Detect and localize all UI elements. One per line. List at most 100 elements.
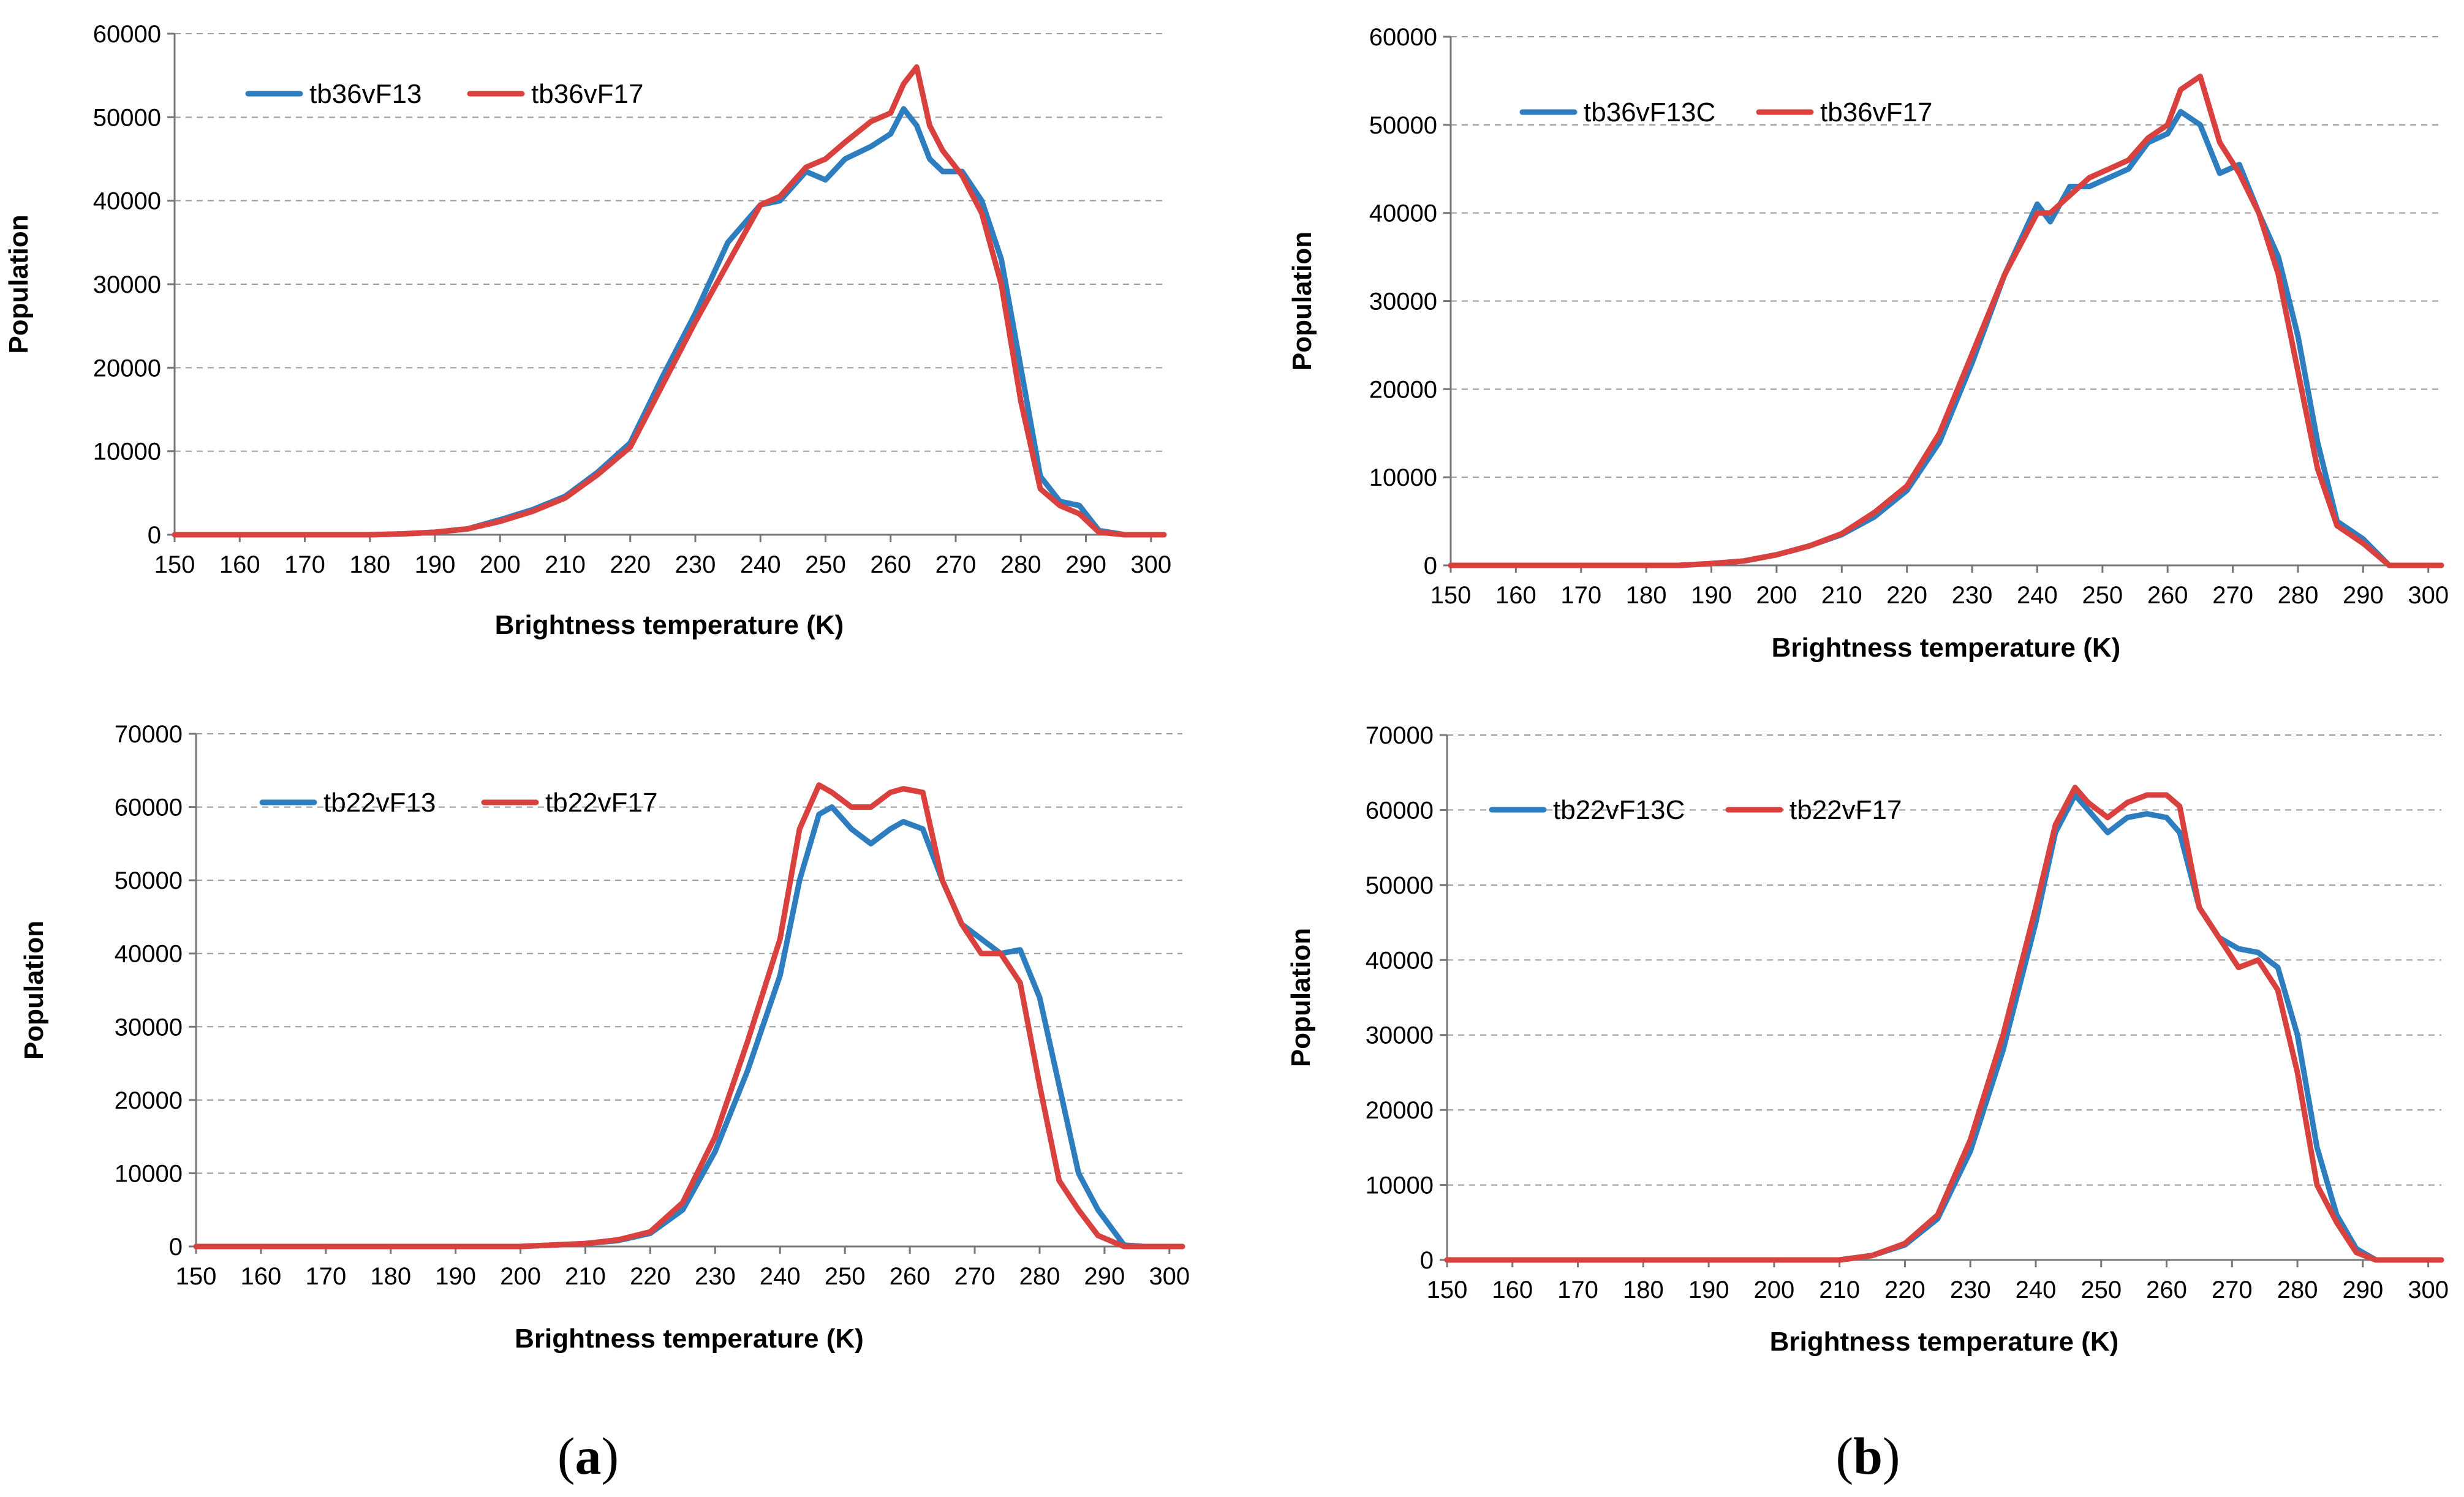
- y-tick-label: 70000: [115, 721, 183, 748]
- y-tick-label: 0: [148, 522, 161, 549]
- x-tick-label: 150: [154, 551, 195, 578]
- x-tick-label: 280: [2277, 1276, 2318, 1303]
- y-tick-label: 10000: [1369, 464, 1437, 491]
- x-tick-label: 190: [1691, 582, 1732, 609]
- x-tick-label: 250: [2082, 582, 2123, 609]
- series-line-tb36vF13: [172, 106, 1167, 538]
- x-tick-label: 170: [1557, 1276, 1598, 1303]
- y-tick-label: 0: [169, 1234, 183, 1261]
- x-tick-label: 290: [1065, 551, 1106, 578]
- x-tick-label: 230: [1952, 582, 1993, 609]
- x-tick-label: 300: [2408, 1276, 2449, 1303]
- x-axis-title: Brightness temperature (K): [1770, 1327, 2119, 1357]
- x-tick-label: 150: [1430, 582, 1472, 609]
- x-tick-label: 300: [1130, 551, 1171, 578]
- x-tick-label: 230: [1950, 1276, 1991, 1303]
- x-tick-label: 200: [1754, 1276, 1795, 1303]
- x-tick-label: 260: [870, 551, 911, 578]
- legend-label: tb22vF17: [1789, 795, 1902, 825]
- y-axis-title: Population: [4, 214, 34, 353]
- y-tick-label: 10000: [1366, 1172, 1434, 1199]
- x-tick-label: 250: [825, 1263, 866, 1290]
- x-tick-label: 230: [695, 1263, 736, 1290]
- x-tick-label: 190: [1688, 1276, 1729, 1303]
- legend-label: tb22vF17: [545, 788, 657, 818]
- x-tick-label: 210: [1821, 582, 1862, 609]
- x-axis-title: Brightness temperature (K): [1772, 633, 2121, 663]
- x-tick-label: 240: [740, 551, 781, 578]
- y-tick-label: 70000: [1366, 722, 1434, 749]
- x-tick-label: 180: [370, 1263, 411, 1290]
- y-axis-title: Population: [19, 921, 49, 1060]
- x-tick-label: 270: [2212, 1276, 2253, 1303]
- y-tick-label: 20000: [93, 355, 161, 382]
- x-tick-label: 250: [2080, 1276, 2122, 1303]
- legend-label: tb36vF13C: [1584, 97, 1715, 127]
- x-tick-label: 170: [305, 1263, 346, 1290]
- x-tick-label: 280: [1019, 1263, 1060, 1290]
- x-axis-title: Brightness temperature (K): [515, 1324, 864, 1354]
- x-tick-label: 160: [219, 551, 260, 578]
- y-tick-label: 50000: [115, 867, 183, 894]
- x-tick-label: 230: [675, 551, 716, 578]
- x-tick-label: 190: [415, 551, 456, 578]
- y-tick-label: 30000: [1366, 1022, 1434, 1049]
- x-tick-label: 240: [2016, 1276, 2057, 1303]
- x-tick-label: 260: [2146, 1276, 2187, 1303]
- series-line-tb22vF17: [193, 782, 1185, 1250]
- y-tick-label: 0: [1424, 552, 1437, 579]
- x-tick-label: 290: [2343, 582, 2384, 609]
- legend-label: tb36vF17: [531, 79, 643, 109]
- x-tick-label: 220: [610, 551, 651, 578]
- y-tick-label: 30000: [93, 271, 161, 298]
- x-tick-label: 180: [1626, 582, 1667, 609]
- x-tick-label: 150: [1427, 1276, 1468, 1303]
- legend-label: tb22vF13: [323, 788, 436, 818]
- series-line-tb22vF13C: [1444, 792, 2444, 1263]
- y-tick-label: 20000: [115, 1087, 183, 1114]
- y-tick-label: 40000: [1366, 947, 1434, 974]
- x-tick-label: 210: [565, 1263, 606, 1290]
- x-tick-label: 210: [1819, 1276, 1860, 1303]
- x-tick-label: 240: [760, 1263, 801, 1290]
- x-tick-label: 150: [176, 1263, 217, 1290]
- y-tick-label: 40000: [1369, 200, 1437, 227]
- x-tick-label: 200: [1756, 582, 1797, 609]
- x-tick-label: 170: [1560, 582, 1601, 609]
- x-tick-label: 280: [2278, 582, 2319, 609]
- series-line-tb22vF17: [1444, 785, 2444, 1263]
- x-tick-label: 180: [349, 551, 390, 578]
- y-axis-title: Population: [1287, 232, 1317, 371]
- y-tick-label: 10000: [115, 1160, 183, 1187]
- series-line-tb36vF17: [172, 64, 1167, 538]
- x-tick-label: 300: [2408, 582, 2449, 609]
- x-tick-label: 220: [1884, 1276, 1925, 1303]
- x-tick-label: 250: [805, 551, 846, 578]
- y-tick-label: 40000: [115, 941, 183, 968]
- y-tick-label: 60000: [1366, 797, 1434, 824]
- x-tick-label: 190: [435, 1263, 476, 1290]
- x-axis-title: Brightness temperature (K): [495, 610, 844, 640]
- x-tick-label: 260: [2147, 582, 2188, 609]
- chart-top-right: 0 10000 20000 30000 40000 50000 60000 150 160 170…: [1287, 24, 2449, 663]
- x-tick-label: 270: [2212, 582, 2253, 609]
- x-tick-label: 160: [1492, 1276, 1533, 1303]
- x-tick-label: 270: [954, 1263, 996, 1290]
- x-tick-label: 290: [1084, 1263, 1125, 1290]
- y-axis-title: Population: [1286, 928, 1316, 1067]
- chart-bottom-left: 0 10000 20000 30000 40000 50000 60000 70000 150 1…: [19, 721, 1190, 1354]
- x-tick-label: 290: [2342, 1276, 2383, 1303]
- x-tick-label: 270: [935, 551, 977, 578]
- y-tick-label: 20000: [1369, 376, 1437, 403]
- panel-label-b: (b): [1835, 1427, 1900, 1485]
- y-tick-label: 10000: [93, 439, 161, 466]
- y-tick-label: 60000: [115, 794, 183, 821]
- chart-top-left: 0 10000 20000 30000 40000 50000 60000 150 160 170…: [4, 21, 1171, 640]
- x-tick-label: 300: [1149, 1263, 1190, 1290]
- series-line-tb36vF17: [1448, 74, 2444, 568]
- y-tick-label: 60000: [1369, 24, 1437, 51]
- x-tick-label: 240: [2017, 582, 2058, 609]
- y-tick-label: 50000: [1366, 872, 1434, 899]
- legend-label: tb22vF13C: [1553, 795, 1685, 825]
